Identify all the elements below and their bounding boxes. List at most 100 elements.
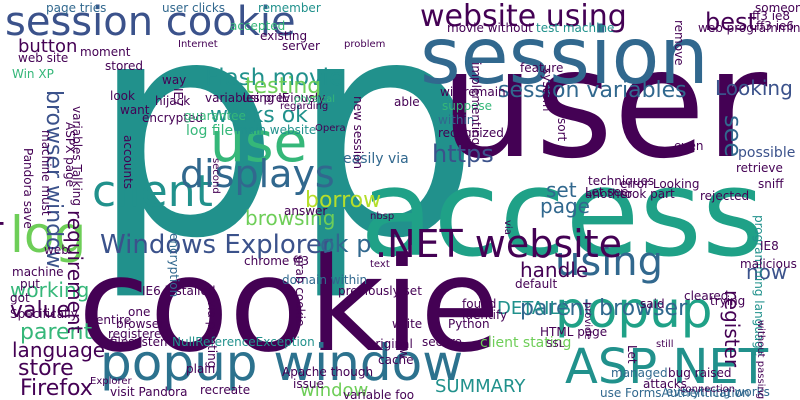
word-cloud-word: identify: [462, 308, 508, 322]
word-cloud-word: recognized: [438, 126, 504, 140]
word-cloud-word: via printing: [205, 300, 219, 369]
word-cloud-word: window: [300, 380, 369, 400]
word-cloud-word: .NET website: [375, 222, 623, 266]
word-cloud-word: chrome ff3: [244, 254, 310, 268]
word-cloud-word: variable foo: [343, 388, 415, 400]
word-cloud-word: existing: [260, 29, 308, 43]
word-cloud-word: ok p: [320, 230, 372, 258]
word-cloud-word: log file: [186, 123, 234, 139]
word-cloud-word: session cookie: [5, 0, 296, 45]
word-cloud-word: Internet: [178, 39, 218, 50]
word-cloud-word: filesystem: [110, 335, 172, 349]
word-cloud-word: within: [438, 113, 475, 127]
word-cloud-word: Win XP: [12, 67, 54, 81]
word-cloud-word: user: [440, 18, 768, 192]
word-cloud-word: SUMMARY: [435, 376, 526, 397]
word-cloud-word: store: [18, 356, 74, 381]
word-cloud-word: implementing: [469, 62, 483, 146]
word-cloud-word: Let see: [585, 185, 629, 199]
word-cloud-word: ff3 ie6: [756, 19, 795, 33]
word-cloud-word: value: [10, 298, 71, 323]
word-cloud-word: using IE: [242, 91, 290, 105]
word-cloud-word: regarding: [280, 101, 329, 112]
word-cloud-word: malicious: [740, 257, 797, 271]
word-cloud-word: sniff: [758, 177, 784, 191]
word-cloud-word: machine: [12, 265, 64, 279]
word-cloud-word: took part: [620, 187, 675, 201]
word-cloud-word: accepted: [230, 19, 286, 33]
word-cloud-word: without passing: [755, 320, 766, 400]
word-cloud-word: popup window: [100, 334, 464, 392]
word-cloud-word: IE6 installed: [142, 284, 216, 298]
word-cloud-word: user clicks: [162, 1, 226, 15]
word-cloud-word: encrypted: [142, 111, 203, 125]
word-cloud-word: error Looking: [620, 177, 700, 191]
word-cloud-word: problem: [344, 39, 386, 50]
word-cloud-word: found: [462, 297, 497, 311]
word-cloud-word: cleared: [684, 289, 729, 303]
word-cloud-word: bug raised: [668, 366, 732, 380]
word-cloud-word: via: [502, 220, 513, 235]
word-cloud-word: Apache though: [282, 365, 374, 379]
word-cloud-word: working: [10, 278, 90, 302]
word-cloud-word: variables Talking: [70, 106, 84, 207]
word-cloud-word: NullReferenceException: [172, 335, 315, 349]
word-cloud-word: someone: [755, 1, 800, 15]
word-cloud-word: handle: [520, 258, 589, 282]
word-cloud-word: ff3 ie8: [752, 9, 791, 23]
word-cloud-word: parent: [20, 320, 93, 345]
word-cloud-word: will remain: [440, 85, 506, 99]
word-cloud-word: Explorer: [90, 376, 132, 387]
word-cloud-word: saw: [397, 335, 411, 359]
word-cloud-word: visit Pandora: [110, 385, 188, 399]
word-cloud-word: browsing: [245, 206, 336, 230]
word-cloud-word: sort: [555, 118, 569, 142]
word-cloud-word: text: [370, 259, 390, 270]
word-cloud-word: stored: [105, 59, 143, 73]
word-cloud-word: web: [44, 243, 69, 257]
word-cloud-word: Flash movie: [205, 65, 344, 91]
word-cloud-word: everything works: [666, 385, 770, 399]
word-cloud-word: machine must: [39, 130, 53, 216]
word-cloud-word: https: [432, 140, 494, 168]
word-cloud-word: still: [656, 339, 674, 350]
word-cloud-word: Python: [448, 317, 490, 331]
word-cloud-word: rejected: [700, 189, 750, 203]
word-cloud-word: web programming: [698, 21, 800, 35]
word-cloud-word: access: [360, 145, 765, 284]
word-cloud-word: ASP NET: [565, 339, 769, 395]
word-cloud-word: session variables: [498, 78, 687, 103]
word-cloud-word: feature: [520, 61, 564, 75]
word-cloud-word: previously set: [338, 284, 422, 298]
word-cloud-word: attacks: [643, 377, 687, 391]
word-cloud-word: p: [90, 0, 281, 304]
word-cloud-word: want: [120, 103, 150, 117]
word-cloud-word: button: [18, 36, 78, 57]
word-cloud-word: second: [210, 158, 221, 194]
word-cloud-word: encryption: [167, 233, 181, 298]
word-cloud-word: log: [10, 206, 87, 264]
word-cloud-word: trying: [710, 294, 746, 308]
word-cloud-word: provide: [582, 302, 593, 340]
word-cloud-word: set: [546, 178, 577, 202]
word-cloud-word: remember: [258, 1, 321, 15]
word-cloud-word: Let: [625, 345, 639, 364]
word-cloud-word: moment: [80, 45, 131, 59]
word-cloud-word: new session: [351, 96, 365, 170]
word-cloud-word: techniques: [588, 174, 655, 188]
word-cloud-word: default: [515, 277, 558, 291]
word-cloud-word: test machine: [536, 21, 615, 35]
word-cloud-word: answer: [284, 204, 328, 218]
word-cloud-word: remove: [672, 20, 686, 66]
word-cloud-word: even: [674, 139, 704, 153]
word-cloud-word: another: [585, 187, 632, 201]
word-cloud-word: look: [110, 89, 135, 103]
word-cloud-word: physical: [294, 94, 335, 105]
word-cloud-word: DETAILS: [497, 298, 571, 319]
word-cloud-word: recreate: [200, 383, 251, 397]
word-cloud-word: said: [640, 297, 665, 311]
word-cloud-word: page tries: [46, 1, 107, 15]
word-cloud-word: HTML page: [540, 325, 608, 339]
word-cloud-word: SSL: [546, 339, 565, 350]
